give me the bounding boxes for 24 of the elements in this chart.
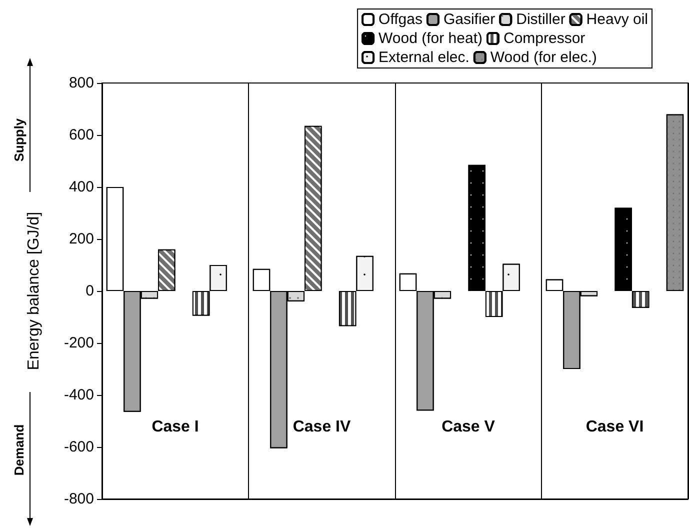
text: Supply [12,118,26,162]
legend-label: Wood (for elec.) [490,49,597,66]
y-tick-label: -600 [64,438,94,456]
y-tick-label: 200 [68,230,94,248]
y-tick-label: -200 [64,334,94,352]
legend-label: Gasifier [443,11,496,28]
x-tick-label: Case IV [292,418,351,436]
x-tick-label: Case V [442,418,496,436]
legend-label: Heavy oil [586,11,648,28]
legend-label: Distiller [516,11,566,28]
x-tick-label: Case VI [586,418,644,436]
y-tick-label: 600 [68,126,94,144]
y-tick-label: 800 [68,74,94,92]
text: Demand [12,424,26,476]
y-tick-label: 0 [86,282,94,300]
y-axis-title: Energy balance [GJ/d] [26,212,42,370]
y-tick-label: -800 [64,490,94,508]
legend-label: Wood (for heat) [378,30,482,47]
y-tick-label: -400 [64,386,94,404]
legend-label: Compressor [503,30,586,47]
legend-label: External elec. [378,49,470,66]
legend-label: Offgas [378,11,422,28]
y-tick-label: 400 [68,178,94,196]
x-tick-label: Case I [152,418,199,436]
